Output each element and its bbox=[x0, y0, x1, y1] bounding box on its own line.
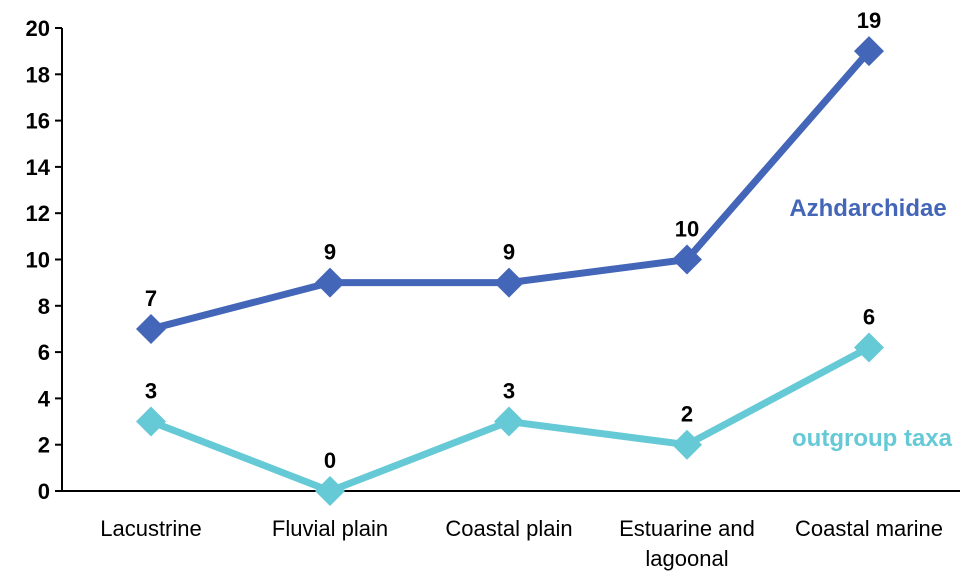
x-category-label: Estuarine and bbox=[619, 516, 755, 541]
data-value-label: 3 bbox=[145, 379, 157, 404]
data-point-marker bbox=[854, 332, 884, 363]
data-value-label: 19 bbox=[857, 8, 881, 33]
data-value-label: 9 bbox=[503, 240, 515, 265]
series-azhdarchidae: 7 9 9 10 19 bbox=[136, 8, 884, 344]
y-axis-ticks: 0 2 4 6 8 10 12 14 16 18 20 bbox=[26, 16, 62, 504]
x-category-label: Coastal marine bbox=[795, 516, 943, 541]
y-tick-label: 14 bbox=[26, 155, 51, 180]
x-category-label: Coastal plain bbox=[445, 516, 572, 541]
data-value-label: 7 bbox=[145, 286, 157, 311]
data-point-marker bbox=[672, 429, 702, 460]
x-category-label: lagoonal bbox=[645, 546, 728, 571]
data-point-marker bbox=[672, 244, 702, 275]
data-point-marker bbox=[854, 36, 884, 67]
data-point-marker bbox=[494, 267, 524, 298]
data-value-label: 2 bbox=[681, 402, 693, 427]
data-point-marker bbox=[136, 313, 166, 344]
data-point-marker bbox=[494, 406, 524, 437]
data-point-marker bbox=[315, 476, 345, 506]
data-value-label: 6 bbox=[863, 304, 875, 329]
series-outgroup-taxa: 3 0 3 2 6 bbox=[136, 304, 884, 506]
y-tick-label: 8 bbox=[38, 294, 50, 319]
legend: Azhdarchidae outgroup taxa bbox=[789, 195, 952, 452]
legend-label-azhdarchidae: Azhdarchidae bbox=[789, 195, 946, 222]
series-group: 7 9 9 10 19 3 0 3 2 6 bbox=[136, 8, 884, 506]
y-tick-label: 20 bbox=[26, 16, 50, 41]
y-tick-label: 4 bbox=[38, 386, 51, 411]
y-tick-label: 16 bbox=[26, 109, 50, 134]
x-axis-categories: Lacustrine Fluvial plain Coastal plain Estu… bbox=[100, 516, 943, 571]
data-value-label: 0 bbox=[324, 448, 336, 473]
data-value-label: 9 bbox=[324, 240, 336, 265]
y-tick-label: 0 bbox=[38, 479, 50, 504]
x-category-label: Lacustrine bbox=[100, 516, 202, 541]
y-tick-label: 12 bbox=[26, 201, 50, 226]
data-value-label: 10 bbox=[675, 217, 699, 242]
data-point-marker bbox=[136, 406, 166, 437]
y-tick-label: 18 bbox=[26, 62, 50, 87]
legend-label-outgroup-taxa: outgroup taxa bbox=[792, 425, 953, 452]
x-category-label: Fluvial plain bbox=[272, 516, 388, 541]
data-point-marker bbox=[315, 267, 345, 298]
y-tick-label: 6 bbox=[38, 340, 50, 365]
y-tick-label: 10 bbox=[26, 248, 50, 273]
data-value-label: 3 bbox=[503, 379, 515, 404]
y-tick-label: 2 bbox=[38, 433, 50, 458]
